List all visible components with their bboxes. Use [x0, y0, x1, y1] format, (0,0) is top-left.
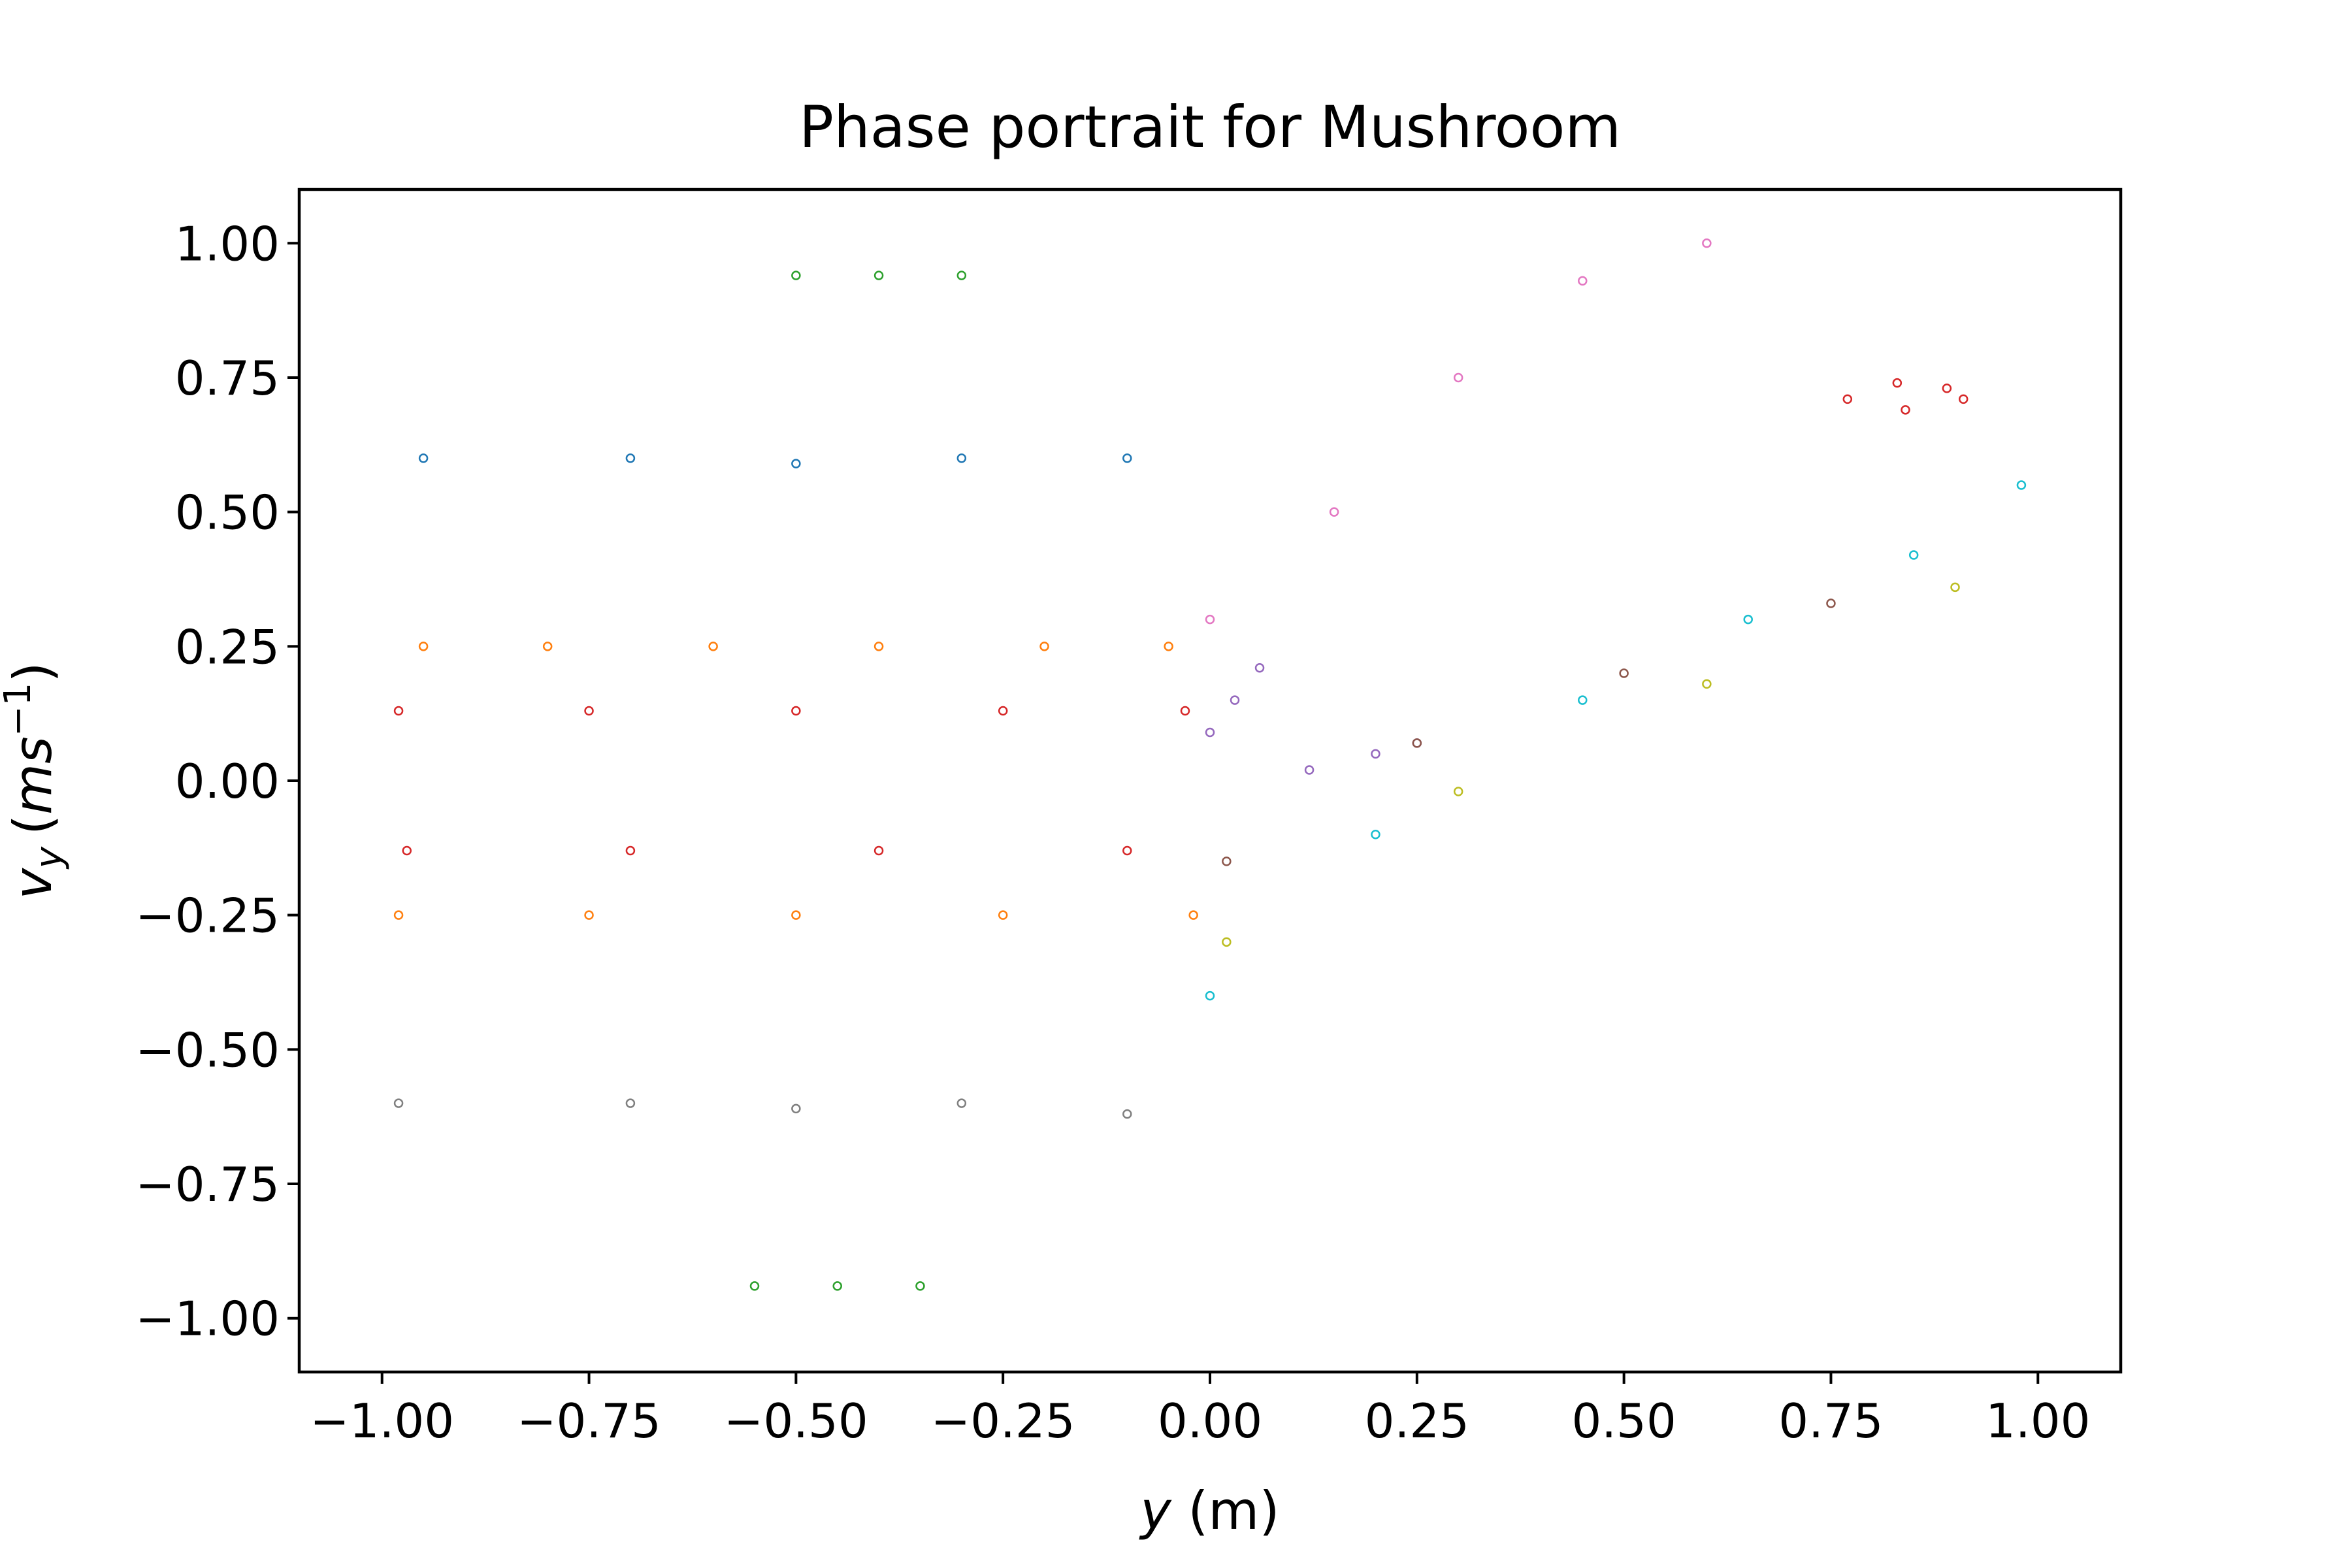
scatter-point — [542, 642, 553, 651]
scatter-point — [749, 1281, 760, 1291]
scatter-point — [791, 706, 801, 716]
scatter-point — [1453, 372, 1463, 383]
scatter-point — [1892, 378, 1903, 388]
scatter-point — [393, 706, 404, 716]
scatter-point — [1304, 765, 1315, 775]
scatter-point — [1329, 507, 1339, 517]
y-tick-label: −0.75 — [135, 1157, 280, 1212]
scatter-point — [1230, 695, 1240, 705]
scatter-point — [1901, 405, 1910, 415]
scatter-point — [1122, 1109, 1132, 1119]
scatter-point — [625, 453, 636, 463]
scatter-point — [402, 845, 412, 856]
x-axis-label: y (m) — [1139, 1480, 1279, 1541]
scatter-point — [1039, 642, 1049, 651]
y-tick-label: −0.50 — [135, 1022, 280, 1077]
scatter-point — [1205, 990, 1215, 1001]
scatter-point — [956, 270, 967, 280]
x-tick-label: 0.00 — [1158, 1394, 1262, 1448]
chart-title: Phase portrait for Mushroom — [799, 93, 1621, 161]
scatter-point — [584, 706, 594, 716]
y-tick-label: 0.75 — [175, 351, 280, 406]
scatter-point — [1205, 727, 1215, 738]
scatter-point — [1453, 787, 1463, 796]
scatter-point — [956, 453, 967, 463]
scatter-point — [2016, 480, 2027, 490]
scatter-point — [791, 459, 801, 468]
scatter-point — [915, 1281, 925, 1291]
scatter-point — [874, 270, 884, 280]
scatter-point — [708, 642, 718, 651]
scatter-point — [1842, 394, 1853, 404]
scatter-point — [1205, 614, 1215, 625]
scatter-point — [956, 1098, 967, 1108]
scatter-point — [1371, 830, 1380, 840]
scatter-point — [1578, 276, 1588, 286]
scatter-point — [1122, 453, 1132, 463]
y-tick-label: 0.50 — [175, 485, 280, 540]
scatter-point — [1950, 582, 1960, 593]
plot-area — [297, 188, 2123, 1374]
scatter-point — [874, 642, 884, 651]
scatter-point — [1222, 937, 1232, 947]
scatter-point — [1908, 550, 1919, 560]
scatter-points-layer — [393, 238, 2027, 1291]
scatter-point — [584, 910, 594, 920]
scatter-point — [418, 453, 429, 463]
x-tick-label: −0.25 — [931, 1394, 1075, 1448]
y-tick-label: −1.00 — [135, 1292, 280, 1347]
y-axis: 1.00 0.75 0.50 0.25 0.00 −0.25 −0.50 −0.75 −1.00 — [135, 216, 299, 1347]
scatter-point — [1942, 384, 1952, 393]
x-tick-label: 0.25 — [1365, 1394, 1469, 1448]
scatter-point — [1222, 857, 1232, 866]
scatter-point — [625, 1098, 636, 1108]
scatter-point — [1412, 738, 1422, 748]
scatter-point — [998, 910, 1008, 920]
scatter-point — [1122, 845, 1132, 856]
x-tick-label: 0.75 — [1778, 1394, 1883, 1448]
scatter-point — [1188, 910, 1198, 920]
scatter-point — [1743, 614, 1753, 625]
scatter-point — [1180, 706, 1190, 716]
x-tick-label: 1.00 — [1985, 1394, 2090, 1448]
x-tick-label: −0.50 — [724, 1394, 868, 1448]
plot-frame — [297, 188, 2123, 1374]
scatter-point — [874, 845, 884, 856]
x-tick-label: 0.50 — [1571, 1394, 1676, 1448]
y-tick-label: 1.00 — [175, 216, 280, 271]
y-tick-label: 0.25 — [175, 619, 280, 674]
scatter-point — [1254, 662, 1265, 673]
x-axis: −1.00 −0.75 −0.50 −0.25 0.00 0.25 0.50 0.75 1.00 — [310, 1372, 2090, 1448]
scatter-point — [791, 1103, 801, 1114]
x-tick-label: −0.75 — [517, 1394, 661, 1448]
scatter-point — [832, 1281, 842, 1291]
scatter-point — [393, 1098, 404, 1108]
y-axis-label: vy(ms−1) — [0, 662, 71, 899]
scatter-point — [418, 642, 429, 651]
x-tick-label: −1.00 — [310, 1394, 454, 1448]
scatter-point — [1958, 394, 1968, 404]
scatter-point — [1619, 668, 1629, 678]
scatter-point — [1826, 598, 1836, 608]
scatter-point — [1702, 238, 1712, 248]
scatter-point — [791, 910, 801, 920]
scatter-point — [625, 845, 636, 856]
scatter-point — [393, 910, 404, 920]
scatter-point — [1371, 749, 1380, 759]
y-tick-label: −0.25 — [135, 889, 280, 943]
scatter-point — [1164, 642, 1173, 651]
scatter-point — [1578, 695, 1588, 705]
scatter-point — [791, 270, 801, 280]
scatter-point — [1702, 679, 1712, 689]
y-tick-label: 0.00 — [175, 754, 280, 809]
scatter-point — [998, 706, 1008, 716]
